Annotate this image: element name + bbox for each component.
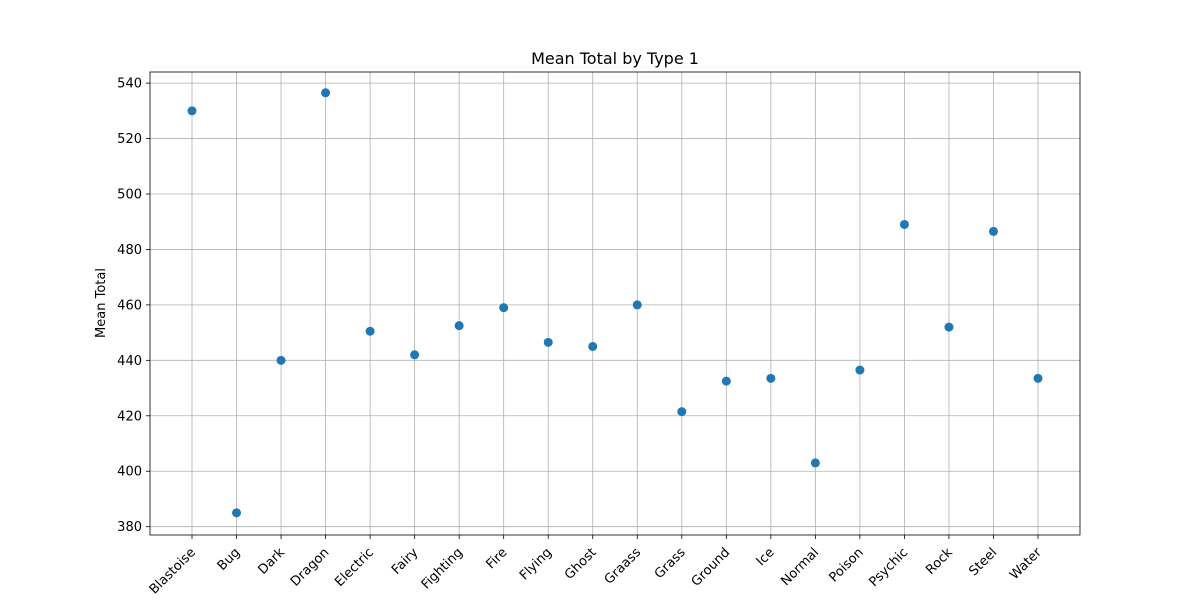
y-tick-label: 500 [117, 187, 142, 202]
data-point [766, 373, 776, 383]
x-tick-label: Normal [778, 545, 822, 589]
x-tick-label: Rock [923, 545, 956, 578]
y-tick-label: 480 [117, 243, 142, 258]
data-point [1033, 373, 1043, 383]
data-point [321, 88, 331, 98]
y-tick-label: 460 [117, 298, 142, 313]
data-point [632, 300, 642, 310]
chart-title: Mean Total by Type 1 [531, 49, 699, 68]
x-tick-label: Graass [602, 545, 645, 588]
data-point [588, 341, 598, 351]
x-tick-label: Fire [483, 545, 510, 572]
data-point [410, 350, 420, 360]
data-point [499, 303, 509, 313]
x-tick-label: Steel [966, 545, 1000, 579]
y-tick-label: 420 [117, 409, 142, 424]
x-tick-label: Water [1007, 545, 1045, 583]
x-tick-label: Poison [826, 545, 866, 585]
axes: 380 400 420 440 460 480 500 520 540 Blastoise Bug D… [117, 71, 1081, 597]
y-tick-label: 540 [117, 77, 142, 92]
data-point [855, 365, 865, 375]
x-tick-label: Grass [652, 545, 689, 582]
y-tick-label: 520 [117, 132, 142, 147]
data-point [944, 322, 954, 332]
data-point [899, 219, 909, 229]
x-tick-label: Bug [215, 545, 244, 574]
y-axis-label: Mean Total [94, 268, 109, 338]
data-point [810, 458, 820, 468]
data-point [187, 106, 197, 116]
x-tick-label: Ghost [562, 545, 600, 583]
data-point [454, 321, 464, 331]
x-tick-label: Dark [255, 545, 288, 578]
x-tick-label: Dragon [288, 545, 332, 589]
data-point [721, 376, 731, 386]
x-tick-label: Electric [332, 545, 377, 590]
x-tick-label: Fighting [419, 545, 466, 592]
data-point [365, 326, 375, 336]
x-tick-label: Flying [517, 545, 555, 583]
y-tick-label: 380 [117, 520, 142, 535]
x-tick-label: Psychic [867, 545, 912, 590]
data-point [543, 337, 553, 347]
data-point [276, 355, 286, 365]
data-point [988, 226, 998, 236]
plot-frame [149, 71, 1081, 536]
grid-lines [150, 72, 1080, 535]
y-tick-label: 400 [117, 465, 142, 480]
y-tick-label: 440 [117, 354, 142, 369]
data-points [187, 88, 1043, 518]
x-tick-label: Fairy [389, 545, 422, 578]
x-tick-label: Blastoise [147, 545, 199, 597]
x-tick-label: Ground [689, 545, 733, 589]
data-point [232, 508, 242, 518]
data-point [677, 407, 687, 417]
x-tick-label: Ice [754, 545, 778, 569]
